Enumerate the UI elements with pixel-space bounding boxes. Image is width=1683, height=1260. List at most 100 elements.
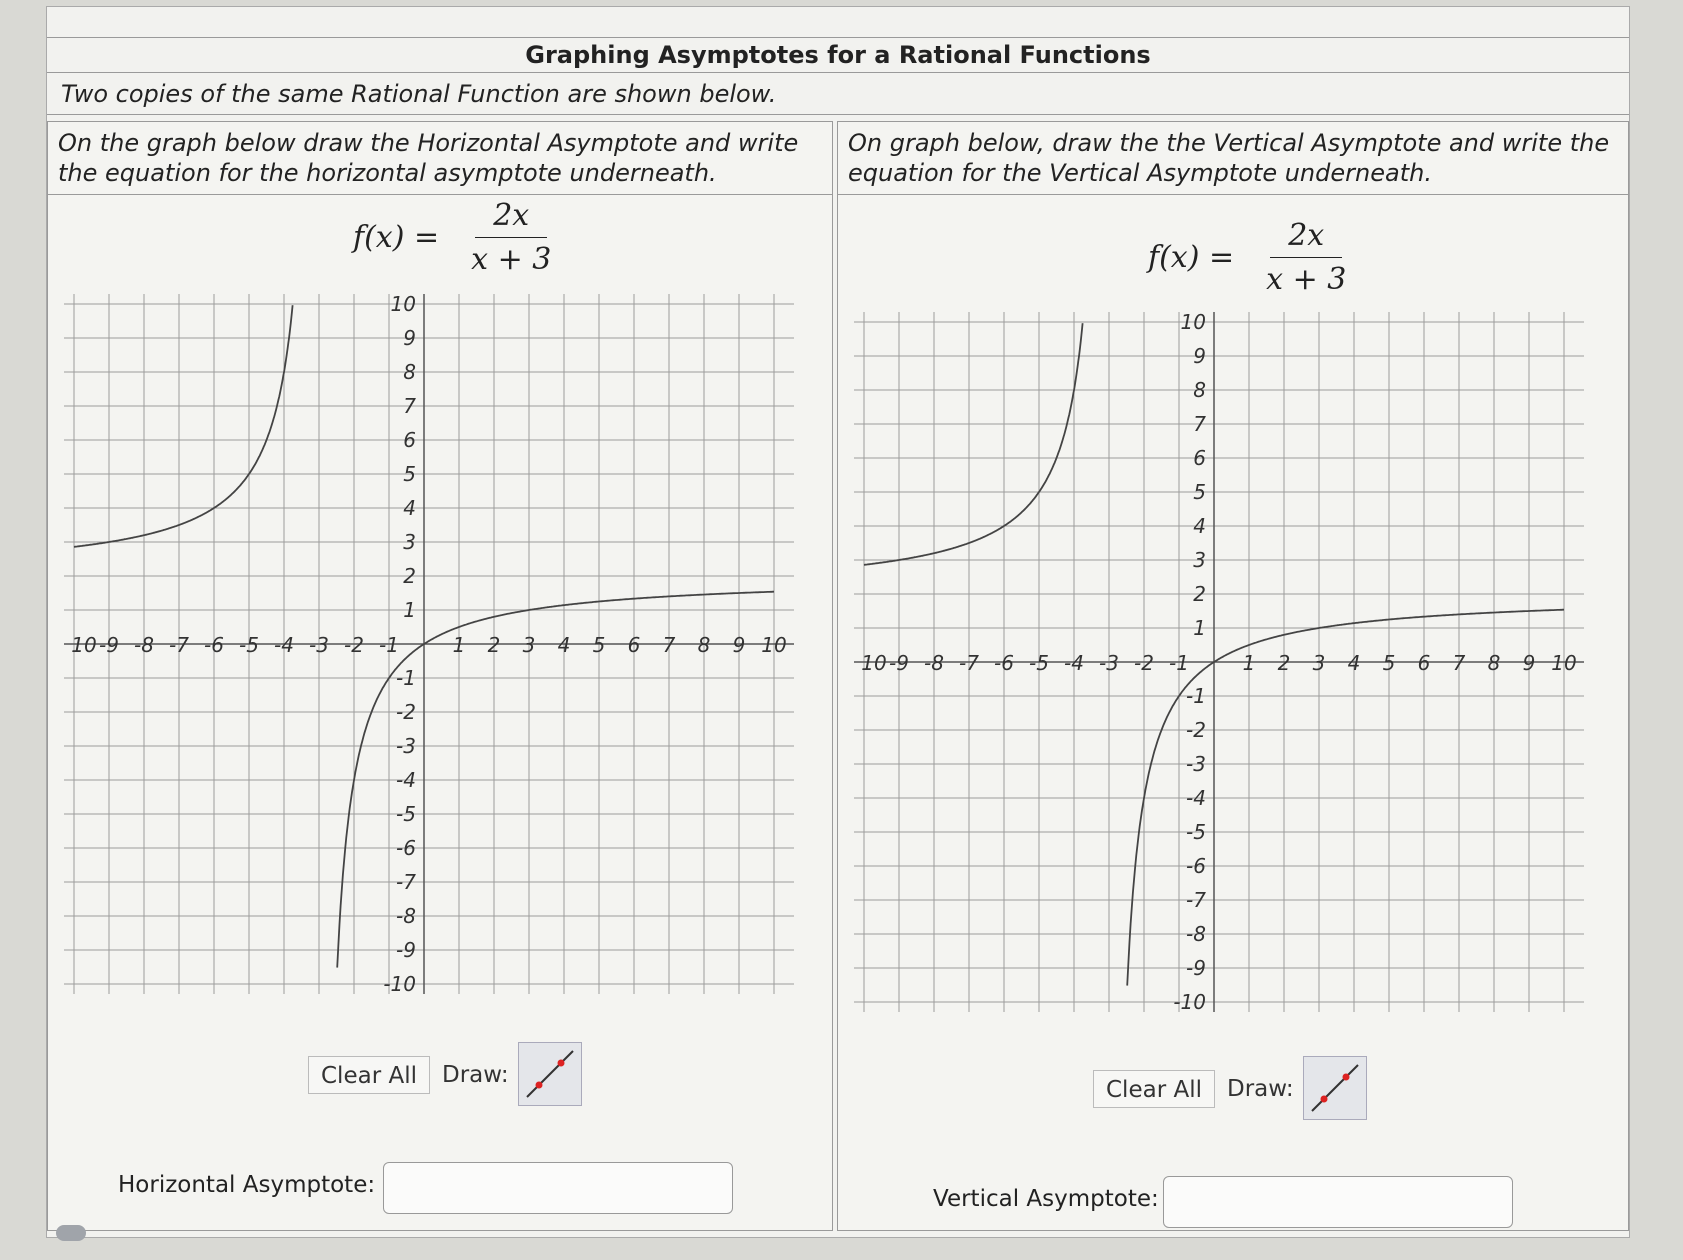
right-x-tick-label: 6 <box>1418 651 1431 675</box>
right-x-tick-label: -8 <box>924 651 944 675</box>
intro-text: Two copies of the same Rational Function… <box>47 73 1629 115</box>
right-y-tick-label: 9 <box>1193 344 1206 368</box>
page-title: Graphing Asymptotes for a Rational Funct… <box>47 37 1629 73</box>
left-x-tick-label: -9 <box>99 633 119 657</box>
right-formula: f(x) = 2x x + 3 <box>1148 218 1364 297</box>
right-y-tick-label: -9 <box>1186 956 1206 980</box>
right-x-tick-label: -7 <box>959 651 979 675</box>
left-x-tick-label: -5 <box>239 633 259 657</box>
right-x-tick-label: 2 <box>1278 651 1291 675</box>
right-instruction: On graph below, draw the the Vertical As… <box>838 122 1628 195</box>
left-curve-left-branch <box>73 305 294 548</box>
left-y-tick-label: -10 <box>383 972 416 996</box>
left-x-tick-label: -8 <box>134 633 154 657</box>
left-y-tick-label: 5 <box>403 462 416 486</box>
left-y-tick-label: -8 <box>396 904 416 928</box>
right-y-tick-label: -6 <box>1186 854 1206 878</box>
left-x-tick-label: 10 <box>71 633 96 657</box>
right-y-tick-label: -1 <box>1186 684 1206 708</box>
left-draw-label: Draw: <box>442 1062 509 1088</box>
left-y-tick-label: -1 <box>396 666 416 690</box>
right-x-tick-label: -2 <box>1134 651 1154 675</box>
left-y-tick-label: 8 <box>403 360 416 384</box>
right-clear-all-button[interactable]: Clear All <box>1093 1070 1215 1108</box>
right-curve-left-branch <box>863 323 1084 566</box>
right-curve-right-branch <box>1126 608 1564 986</box>
left-graph[interactable]: 10 -9 -8 -7 -6 -5 -4 -3 -2 -1 1 2 3 4 5 6 7 8 9 10109876543… <box>62 282 822 1002</box>
right-x-tick-label: 4 <box>1348 651 1361 675</box>
horizontal-asymptote-input[interactable] <box>383 1162 733 1214</box>
left-x-tick-label: 3 <box>523 633 536 657</box>
left-x-tick-label: 9 <box>733 633 746 657</box>
right-y-tick-label: -8 <box>1186 922 1206 946</box>
right-x-tick-label: -5 <box>1029 651 1049 675</box>
right-x-tick-label: 1 <box>1243 651 1256 675</box>
left-instruction: On the graph below draw the Horizontal A… <box>48 122 832 195</box>
right-y-tick-label: -2 <box>1186 718 1206 742</box>
left-line-tool-button[interactable] <box>518 1042 582 1106</box>
vertical-asymptote-input[interactable] <box>1163 1176 1513 1228</box>
right-graph[interactable]: 10 -9 -8 -7 -6 -5 -4 -3 -2 -1 1 2 3 4 5 6 7 8 9 10109876543… <box>852 300 1612 1020</box>
right-x-tick-label: 8 <box>1488 651 1501 675</box>
horizontal-asymptote-label: Horizontal Asymptote: <box>118 1172 376 1198</box>
right-y-tick-label: -5 <box>1186 820 1206 844</box>
right-y-tick-label: -7 <box>1186 888 1206 912</box>
left-y-tick-label: -5 <box>396 802 416 826</box>
right-y-tick-label: 6 <box>1193 446 1206 470</box>
left-x-tick-label: 1 <box>453 633 466 657</box>
left-x-tick-label: -6 <box>204 633 224 657</box>
left-x-tick-label: -2 <box>344 633 364 657</box>
left-y-tick-label: 7 <box>403 394 416 418</box>
right-y-tick-label: 5 <box>1193 480 1206 504</box>
right-y-tick-label: -10 <box>1173 990 1206 1014</box>
left-formula-numerator: 2x <box>475 198 548 238</box>
left-y-tick-label: 4 <box>403 496 416 520</box>
worksheet: Graphing Asymptotes for a Rational Funct… <box>46 6 1630 1238</box>
right-line-tool-button[interactable] <box>1303 1056 1367 1120</box>
left-clear-all-button[interactable]: Clear All <box>308 1056 430 1094</box>
left-x-tick-label: -4 <box>274 633 294 657</box>
left-x-tick-label: 6 <box>628 633 641 657</box>
left-x-tick-label: 4 <box>558 633 571 657</box>
right-x-tick-label: -6 <box>994 651 1014 675</box>
left-y-tick-label: 6 <box>403 428 416 452</box>
right-x-tick-label: 3 <box>1313 651 1326 675</box>
vertical-asymptote-panel: On graph below, draw the the Vertical As… <box>837 121 1629 1231</box>
line-segment-tool-icon <box>526 1050 574 1098</box>
vertical-asymptote-label: Vertical Asymptote: <box>933 1186 1159 1212</box>
right-formula-numerator: 2x <box>1270 218 1343 258</box>
left-y-tick-label: 3 <box>403 530 416 554</box>
right-formula-lhs: f(x) = <box>1148 240 1235 275</box>
left-y-tick-label: -2 <box>396 700 416 724</box>
left-y-tick-label: 10 <box>391 292 416 316</box>
left-formula-denominator: x + 3 <box>471 242 552 277</box>
right-x-tick-label: 10 <box>861 651 886 675</box>
left-x-tick-label: 7 <box>663 633 676 657</box>
right-x-tick-label: -9 <box>889 651 909 675</box>
left-x-tick-label: 2 <box>488 633 501 657</box>
right-y-tick-label: 4 <box>1193 514 1206 538</box>
right-y-tick-label: 10 <box>1181 310 1206 334</box>
left-x-tick-label: 8 <box>698 633 711 657</box>
right-y-tick-label: 1 <box>1193 616 1206 640</box>
left-y-tick-label: -4 <box>396 768 416 792</box>
left-x-tick-label: -3 <box>309 633 329 657</box>
scrollbar-handle[interactable] <box>56 1225 86 1241</box>
horizontal-asymptote-panel: On the graph below draw the Horizontal A… <box>47 121 833 1231</box>
left-y-tick-label: 9 <box>403 326 416 350</box>
right-x-tick-label: -3 <box>1099 651 1119 675</box>
right-x-tick-label: -4 <box>1064 651 1084 675</box>
left-x-tick-label: 5 <box>593 633 606 657</box>
right-y-tick-label: 3 <box>1193 548 1206 572</box>
left-x-tick-label: -7 <box>169 633 189 657</box>
right-y-tick-label: -4 <box>1186 786 1206 810</box>
left-y-tick-label: 1 <box>403 598 416 622</box>
right-y-tick-label: 7 <box>1193 412 1206 436</box>
left-y-tick-label: -7 <box>396 870 416 894</box>
right-draw-label: Draw: <box>1227 1076 1294 1102</box>
right-y-tick-label: 2 <box>1193 582 1206 606</box>
right-x-tick-label: -1 <box>1169 651 1189 675</box>
left-x-tick-label: 10 <box>761 633 786 657</box>
left-y-tick-label: -9 <box>396 938 416 962</box>
left-curve-right-branch <box>336 590 774 968</box>
